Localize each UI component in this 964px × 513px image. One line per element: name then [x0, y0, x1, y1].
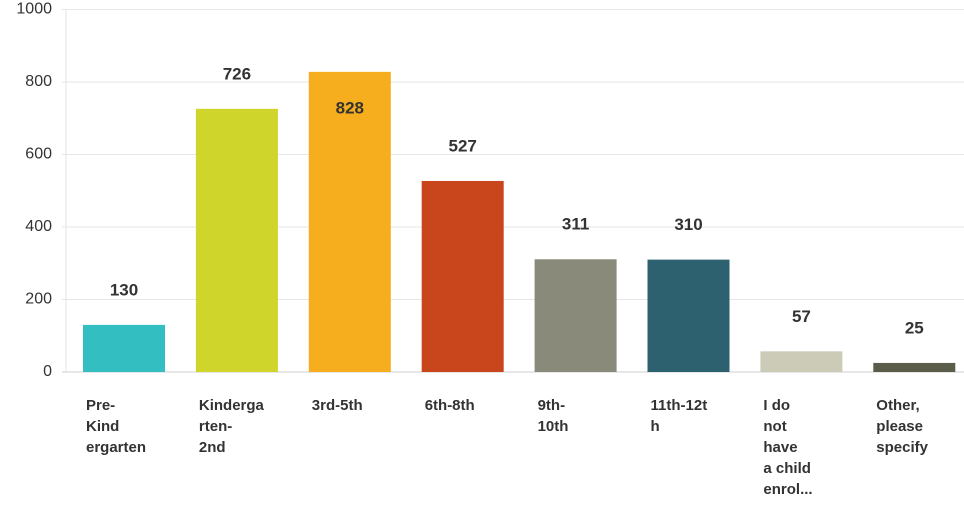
bar: [647, 259, 730, 372]
x-tick-label: 6th-8th: [424, 397, 475, 414]
bar: [195, 108, 278, 372]
value-label: 311: [562, 215, 589, 234]
bar: [83, 324, 165, 372]
x-tick-label: I do not have a child enrol...: [763, 397, 813, 498]
x-tick-label: 9th- 10th: [537, 397, 569, 435]
value-label: 726: [223, 64, 251, 83]
bar: [421, 180, 504, 372]
x-tick-label: Pre- Kind ergarten: [86, 397, 147, 456]
y-tick-label: 800: [25, 73, 52, 90]
y-tick-label: 1000: [16, 1, 52, 18]
x-tick-label: 11th-12t h: [650, 397, 708, 435]
value-label: 25: [905, 318, 924, 337]
value-label: 527: [449, 136, 477, 155]
x-tick-label: Kinderga rten- 2nd: [198, 397, 264, 456]
value-label: 828: [336, 98, 364, 117]
y-tick-label: 0: [43, 363, 52, 380]
x-tick-label: Other, please specify: [876, 397, 928, 456]
value-label: 57: [792, 307, 811, 326]
value-label: 130: [110, 280, 138, 299]
bar: [760, 351, 843, 372]
y-tick-label: 200: [25, 291, 52, 308]
value-label: 310: [674, 215, 702, 234]
bar: [534, 259, 617, 372]
bar: [873, 362, 956, 372]
y-tick-label: 400: [25, 218, 52, 235]
y-tick-label: 600: [25, 146, 52, 163]
x-tick-label: 3rd-5th: [311, 397, 363, 414]
bar: [308, 71, 391, 372]
